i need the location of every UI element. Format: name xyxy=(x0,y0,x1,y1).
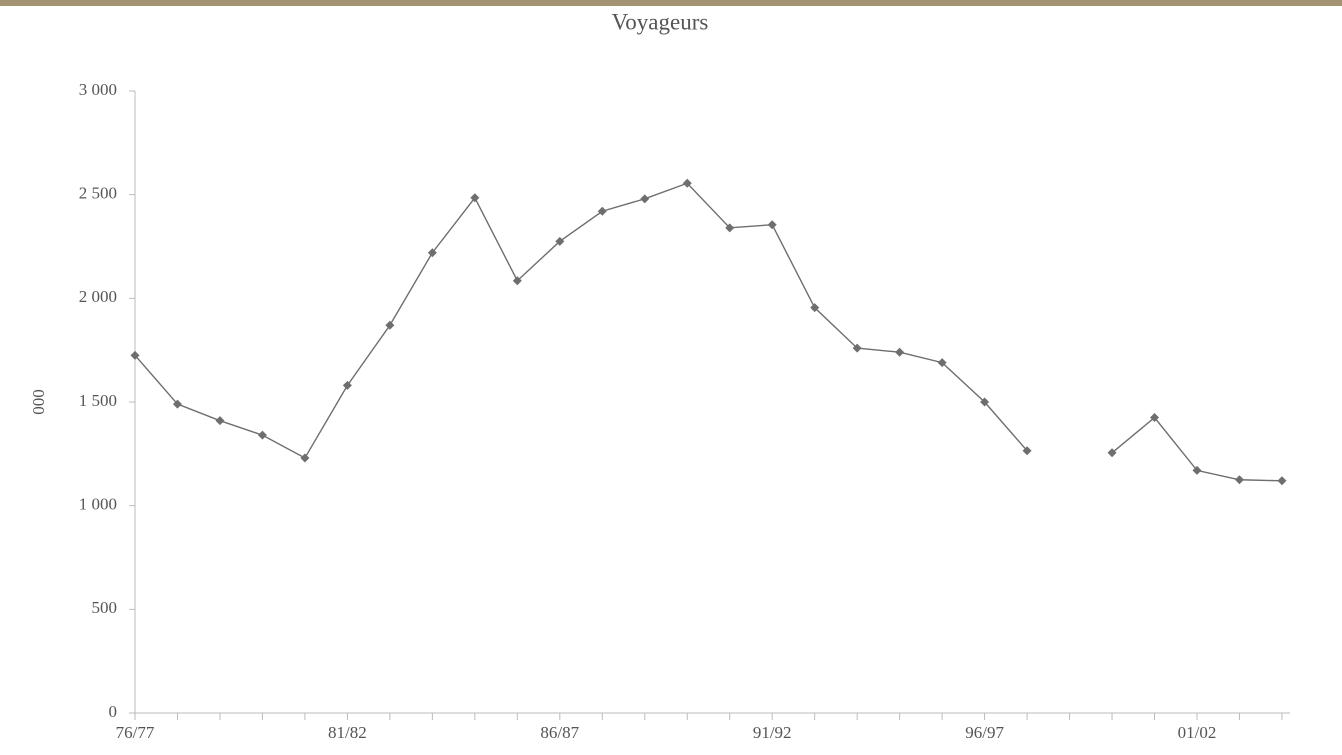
y-tick-label: 500 xyxy=(92,598,118,617)
x-tick-label: 01/02 xyxy=(1178,723,1217,742)
top-bar xyxy=(0,0,1342,6)
marker xyxy=(895,347,905,357)
marker xyxy=(597,206,607,216)
x-tick-label: 91/92 xyxy=(753,723,792,742)
marker xyxy=(555,236,565,246)
marker xyxy=(1022,446,1032,456)
marker xyxy=(1277,476,1287,486)
marker xyxy=(385,320,395,330)
y-tick-label: 2 000 xyxy=(79,287,117,306)
marker xyxy=(470,193,480,203)
y-tick-label: 0 xyxy=(109,702,118,721)
marker xyxy=(1192,465,1202,475)
marker xyxy=(980,397,990,407)
marker xyxy=(852,343,862,353)
marker xyxy=(130,350,140,360)
marker xyxy=(300,453,310,463)
marker xyxy=(1234,475,1244,485)
y-tick-label: 1 500 xyxy=(79,391,117,410)
marker xyxy=(342,380,352,390)
marker xyxy=(1107,448,1117,458)
y-tick-label: 1 000 xyxy=(79,495,117,514)
y-tick-label: 2 500 xyxy=(79,184,117,203)
marker xyxy=(810,303,820,313)
chart-title: Voyageurs xyxy=(612,9,709,34)
x-tick-label: 86/87 xyxy=(540,723,579,742)
marker xyxy=(257,430,267,440)
marker xyxy=(512,276,522,286)
marker xyxy=(640,194,650,204)
marker xyxy=(767,220,777,230)
y-axis-label: 000 xyxy=(29,389,48,415)
marker xyxy=(427,248,437,258)
x-tick-label: 96/97 xyxy=(965,723,1004,742)
marker xyxy=(215,416,225,426)
marker xyxy=(937,358,947,368)
marker xyxy=(682,178,692,188)
x-tick-label: 76/77 xyxy=(116,723,155,742)
marker xyxy=(1150,413,1160,423)
line xyxy=(134,182,1282,482)
y-tick-label: 3 000 xyxy=(79,80,117,99)
x-tick-label: 81/82 xyxy=(328,723,367,742)
marker xyxy=(172,399,182,409)
marker xyxy=(725,223,735,233)
